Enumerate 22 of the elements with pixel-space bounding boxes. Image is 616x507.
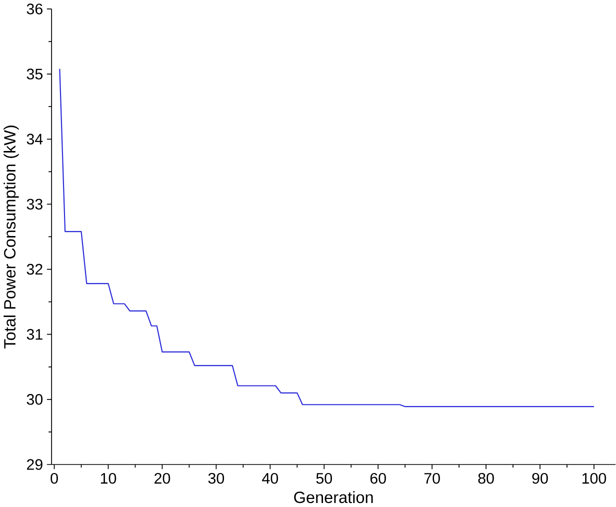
x-tick-label: 10	[100, 473, 116, 484]
y-tick-label: 30	[26, 394, 43, 405]
x-tick-label: 90	[532, 473, 548, 484]
y-tick-label: 29	[27, 459, 42, 470]
y-tick-label: 35	[26, 68, 42, 80]
y-tick-label: 34	[26, 134, 43, 145]
y-axis-title: Total Power Consumption (kW)	[4, 126, 19, 349]
x-tick-label: 70	[424, 473, 440, 484]
x-tick-label: 40	[262, 473, 278, 484]
x-tick-label: 60	[370, 473, 386, 484]
y-tick-label: 33	[26, 198, 42, 210]
x-tick-label: 0	[50, 473, 58, 484]
x-tick-label: 100	[582, 473, 606, 484]
x-tick-label: 80	[478, 473, 494, 484]
line-series	[59, 68, 595, 408]
x-axis-title: Generation	[294, 491, 373, 504]
y-tick-label: 32	[26, 264, 42, 275]
x-tick-label: 50	[316, 473, 332, 484]
y-tick-label: 31	[26, 329, 42, 340]
x-tick-label: 20	[154, 473, 170, 484]
y-tick-label: 36	[26, 4, 42, 14]
x-tick-label: 30	[208, 473, 224, 484]
